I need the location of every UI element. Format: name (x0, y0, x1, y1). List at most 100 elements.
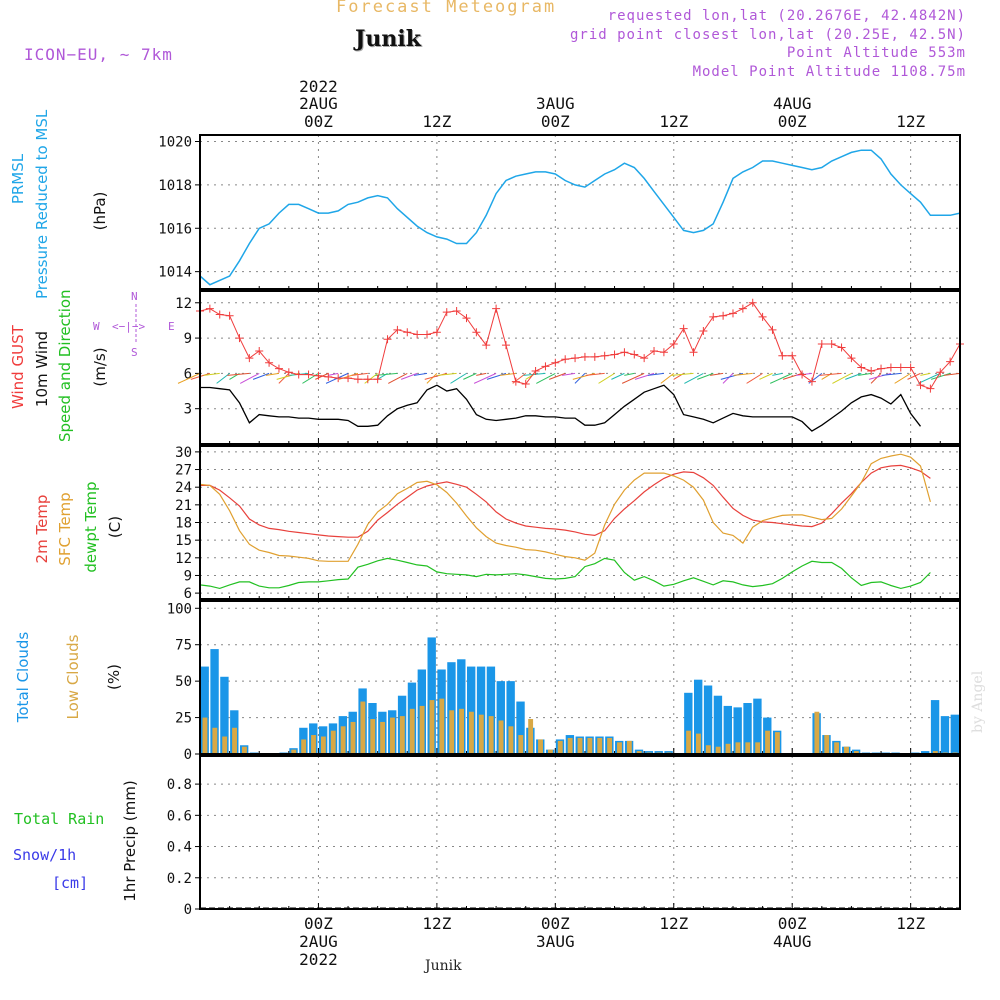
total-cloud-bar (684, 692, 693, 754)
wind-gust-marker (768, 325, 777, 334)
wind-gust-marker (225, 311, 234, 320)
total-cloud-bar (753, 698, 762, 754)
wind-gust-marker (650, 347, 659, 356)
y-tick-label: 12 (175, 296, 192, 312)
low-cloud-bar (626, 740, 632, 754)
low-cloud-bar (508, 726, 514, 754)
bottom-hour-label: 12Z (896, 914, 925, 933)
wind-gust-marker (274, 364, 283, 373)
total-cloud-bar (743, 703, 752, 754)
wind-gust-marker (403, 328, 412, 337)
total-cloud-bar (476, 666, 486, 754)
wind-direction-arrow (697, 372, 714, 380)
low-cloud-bar (459, 708, 464, 754)
low-cloud-bar (557, 740, 563, 754)
wind-direction-arrow (574, 373, 586, 384)
requested-coords: requested lon,lat (20.2676E, 42.4842N) (607, 8, 966, 24)
low-cloud-bar (439, 698, 445, 754)
low-cloud-bar (468, 711, 474, 754)
low-cloud-bar (587, 737, 593, 754)
wind-direction-arrow (278, 373, 290, 384)
y-tick-label: 6 (184, 586, 192, 602)
wind-direction-arrow (523, 372, 546, 376)
total-cloud-bar (723, 705, 732, 754)
wind-direction-arrow (476, 372, 487, 376)
low-cloud-bar (715, 746, 721, 754)
y-tick-label: 100 (167, 601, 192, 617)
low-cloud-bar (725, 743, 731, 754)
low-cloud-bar (212, 727, 218, 754)
snow-unit: [cm] (52, 874, 89, 892)
wind-gust-marker (906, 363, 915, 372)
top-hour-label: 00Z (304, 112, 333, 131)
wind-direction-arrow (759, 372, 773, 380)
top-day-label: 4AUG (773, 94, 812, 113)
low-cloud-bar (478, 714, 484, 754)
wind-direction-arrow (598, 372, 615, 384)
wind-gust-marker (728, 309, 737, 318)
wind-gust-marker (936, 368, 945, 377)
low-cloud-bar (774, 732, 780, 754)
compass-n: N (131, 290, 138, 303)
y-tick-label: 24 (175, 480, 192, 496)
wind-gust-marker (817, 339, 826, 348)
wind-gust-marker (857, 363, 866, 372)
low-cloud-bar (538, 739, 543, 754)
y-tick-label: 1014 (158, 265, 192, 281)
y-tick-label: 18 (175, 516, 192, 532)
wind-gust-marker (255, 347, 264, 356)
wind-direction-arrow (611, 372, 625, 380)
wind-gust-marker (748, 298, 757, 307)
low-cloud-bar (202, 717, 208, 754)
wind-direction-arrow (265, 372, 280, 376)
wind-direction-arrow (463, 372, 477, 380)
bottom-hour-label: 12Z (659, 914, 688, 933)
low-cloud-bar (311, 735, 316, 754)
wind-gust-marker (551, 358, 560, 367)
compass-w: W (93, 320, 100, 333)
wind-gust-marker (265, 358, 274, 367)
wind-direction-arrow (227, 372, 250, 376)
y-tick-label: 1020 (158, 135, 192, 151)
wind-direction-arrow (845, 372, 862, 380)
wind-direction-arrow (881, 372, 901, 376)
wind-gust-marker (827, 339, 836, 348)
wind-direction-arrow (746, 372, 763, 384)
low-cloud-bar (518, 735, 524, 754)
wind-gust-marker (383, 335, 392, 344)
wind-direction-arrow (621, 372, 645, 384)
total-cloud-bar (506, 681, 515, 754)
total-cloud-bar (733, 707, 742, 754)
bottom-day-label: 4AUG (773, 932, 812, 951)
low-cloud-bar (488, 716, 494, 754)
bottom-hour-label: 12Z (422, 914, 451, 933)
wind-gust-marker (472, 328, 481, 337)
low-cloud-bar (735, 742, 741, 754)
wind-gust-marker (778, 351, 787, 360)
wind-direction-arrow (920, 372, 931, 376)
wind-gust-marker (304, 370, 313, 379)
wind-direction-arrow (177, 372, 201, 384)
wind-gust-marker (590, 352, 599, 361)
low-cloud-bar (577, 737, 583, 754)
total-cloud-bar (713, 695, 723, 754)
wind-gust-marker (847, 354, 856, 363)
wind-gust-marker (373, 375, 382, 384)
dewpt-line (199, 557, 931, 590)
bottom-hour-label: 00Z (541, 914, 570, 933)
wind-gust-marker (294, 370, 303, 379)
top-hour-label: 12Z (422, 112, 451, 131)
wind-gust-marker (886, 363, 895, 372)
y-tick-label: 15 (175, 533, 192, 549)
wind-gust-marker (541, 362, 550, 371)
footer-location: Junik (425, 958, 462, 974)
panel-frame (199, 755, 961, 910)
low-cloud-bar (301, 739, 307, 754)
wind-gust-marker (235, 334, 244, 343)
gridpoint-coords: grid point closest lon,lat (20.25E, 42.5… (569, 27, 966, 43)
wind-gust-marker (215, 310, 224, 319)
wind-gust-marker (413, 330, 422, 339)
wind-direction-arrow (473, 372, 497, 384)
low-cloud-bar (617, 742, 622, 754)
wind-gust-marker (363, 375, 372, 384)
